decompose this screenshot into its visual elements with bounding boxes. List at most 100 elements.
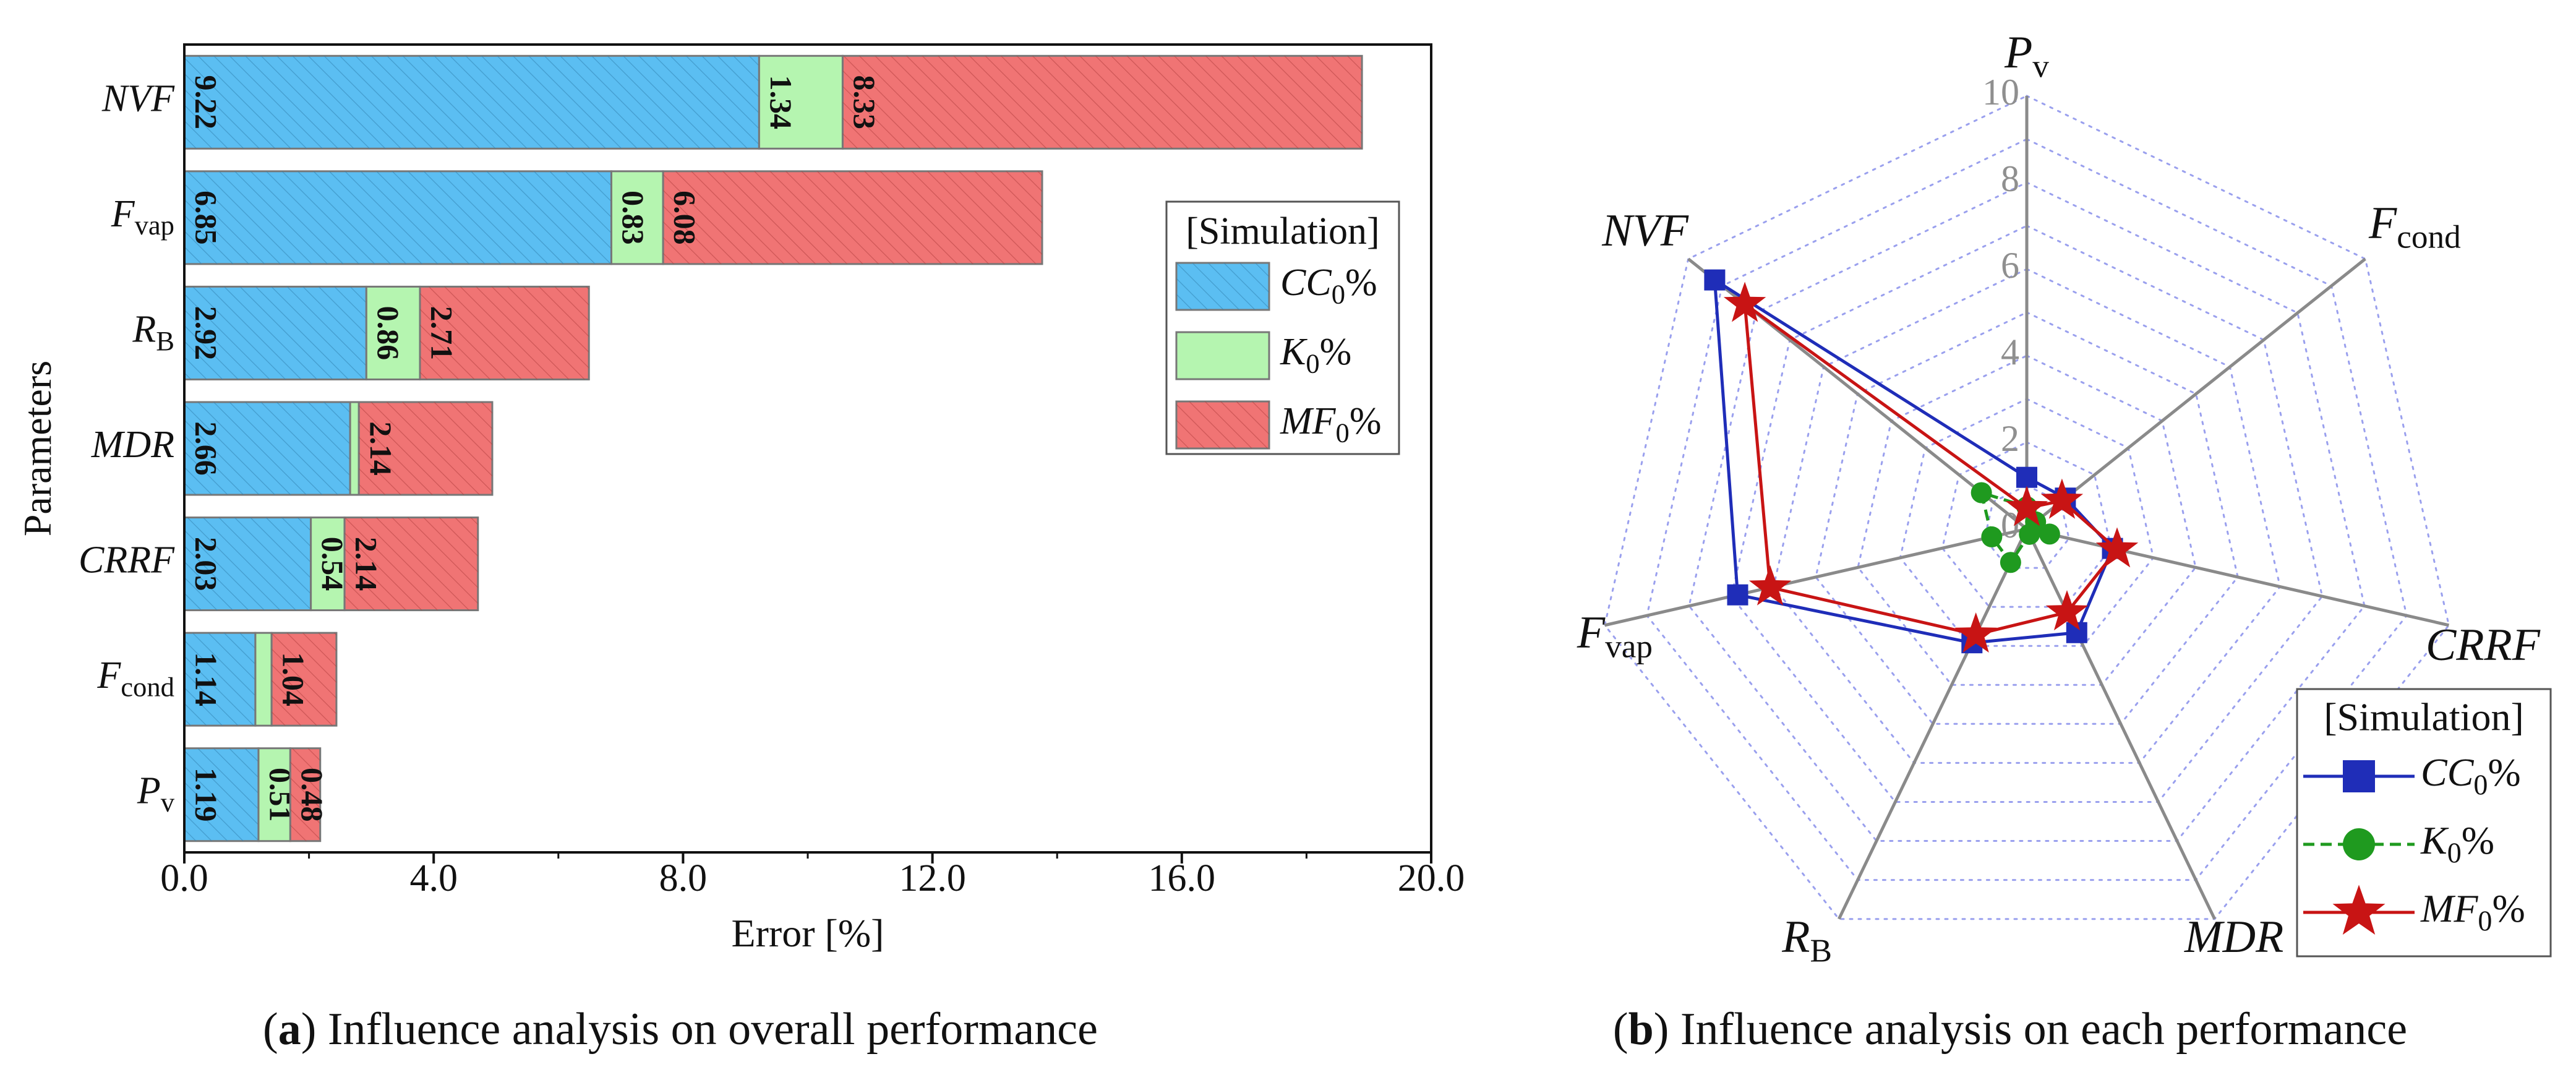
x-tick-label: 0.0 bbox=[160, 857, 208, 899]
legend-swatch-hatch bbox=[1176, 332, 1269, 379]
radar-point bbox=[2095, 527, 2139, 568]
bar-data-label: 2.14 bbox=[364, 421, 398, 476]
legend-item: MF0% bbox=[2303, 885, 2525, 936]
bar-data-label: 1.34 bbox=[764, 75, 798, 130]
category-label: MDR bbox=[91, 424, 174, 466]
x-tick-label: 16.0 bbox=[1149, 857, 1216, 899]
bar-hatch bbox=[663, 171, 1043, 264]
radar-point bbox=[2000, 552, 2021, 573]
radar-tick-label: 8 bbox=[2001, 158, 2019, 199]
radar-point bbox=[2005, 486, 2048, 526]
bar-data-label: 9.22 bbox=[189, 75, 224, 130]
radar-point bbox=[2040, 478, 2084, 519]
radar-axis-label: Fcond bbox=[2368, 198, 2461, 255]
radar-point bbox=[2343, 760, 2375, 792]
radar-spoke bbox=[2025, 528, 2216, 920]
bar-hatch bbox=[184, 517, 311, 611]
category-label: Fcond bbox=[96, 654, 174, 702]
legend-item: MF0% bbox=[1175, 400, 1382, 450]
bar-data-label: 2.92 bbox=[189, 306, 224, 361]
bar-hatch bbox=[344, 517, 478, 611]
bar-data-label: 0.48 bbox=[295, 768, 330, 822]
bar-data-label: 0.83 bbox=[616, 191, 651, 245]
bar-hatch bbox=[184, 402, 351, 495]
x-axis-title: Error [%] bbox=[732, 911, 884, 955]
radar-point bbox=[1727, 584, 1748, 606]
radar-point bbox=[1723, 281, 1766, 322]
radar-tick-label: 0 bbox=[2001, 505, 2019, 546]
radar-spoke bbox=[1838, 528, 2029, 920]
legend-swatch-hatch bbox=[1176, 263, 1269, 310]
x-tick-label: 12.0 bbox=[899, 857, 966, 899]
radar-axis-label: RB bbox=[1781, 912, 1832, 969]
radar-series bbox=[1723, 281, 2139, 653]
category-label: CRRF bbox=[79, 539, 175, 581]
bar-data-label: 2.03 bbox=[189, 537, 224, 591]
radar-tick-label: 2 bbox=[2001, 418, 2019, 459]
bar-segment bbox=[254, 632, 273, 727]
radar-tick-label: 10 bbox=[1982, 72, 2019, 113]
bar-data-label: 1.14 bbox=[189, 652, 224, 706]
bar-segment bbox=[310, 516, 346, 612]
bar-hatch bbox=[290, 748, 320, 841]
radar-point bbox=[1704, 269, 1726, 291]
radar-spoke bbox=[2026, 257, 2366, 530]
radar-point bbox=[2343, 828, 2375, 860]
radar-point bbox=[1981, 526, 2003, 547]
bar-segment bbox=[183, 54, 760, 150]
bar-segment bbox=[183, 285, 367, 380]
radar-tick-label: 4 bbox=[2001, 332, 2019, 372]
legend-label: CC0% bbox=[1280, 262, 1377, 309]
bar-segment bbox=[183, 401, 351, 496]
radar-grid-ring bbox=[1899, 398, 2155, 647]
bar-segment bbox=[183, 516, 312, 612]
legend-label: MF0% bbox=[1280, 400, 1382, 448]
bar-segment bbox=[270, 632, 338, 727]
bar-hatch bbox=[184, 286, 367, 380]
legend-item: CC0% bbox=[1175, 262, 1377, 311]
bar-segment bbox=[841, 54, 1363, 150]
bar-hatch bbox=[255, 633, 272, 726]
bar-hatch bbox=[258, 748, 291, 841]
bar-data-label: 2.14 bbox=[349, 537, 384, 591]
radar-point bbox=[1971, 482, 1992, 504]
radar-point bbox=[2016, 466, 2037, 488]
bar-hatch bbox=[184, 748, 259, 841]
bar-hatch bbox=[842, 56, 1363, 149]
bar-segment bbox=[662, 170, 1043, 265]
radar-axis-label: CRRF bbox=[2426, 620, 2541, 671]
bar-segment bbox=[610, 170, 664, 265]
bar-data-label: 0.86 bbox=[371, 306, 406, 361]
x-tick-label: 20.0 bbox=[1398, 857, 1465, 899]
captions: (a) Influence analysis on overall perfor… bbox=[263, 1004, 2407, 1055]
legend-label: CC0% bbox=[2421, 750, 2521, 800]
radar-tick-label: 6 bbox=[2001, 245, 2019, 286]
bar-segment bbox=[343, 516, 479, 612]
radar-axis-label: MDR bbox=[2184, 912, 2283, 962]
bar-segment bbox=[289, 747, 322, 842]
radar-axis-label: Fvap bbox=[1577, 607, 1653, 665]
bar-hatch bbox=[184, 56, 760, 149]
bar-hatch bbox=[184, 633, 255, 726]
x-tick-label: 8.0 bbox=[659, 857, 708, 899]
bar-chart: 9.22 1.34 8.33 NVF 6.85 0.83 6.08 Fvap 2.92 0.86 2… bbox=[15, 43, 1465, 955]
bar-hatch bbox=[272, 633, 336, 726]
bar-hatch bbox=[420, 286, 589, 380]
radar-grid-ring bbox=[1815, 311, 2239, 725]
x-tick-label: 4.0 bbox=[409, 857, 458, 899]
bar-hatch bbox=[359, 402, 492, 495]
category-label: Fvap bbox=[111, 193, 174, 241]
radar-point bbox=[1954, 612, 1997, 653]
bar-legend: [Simulation] CC0% K0% MF0% bbox=[1165, 200, 1400, 455]
legend-item: K0% bbox=[1175, 331, 1351, 380]
radar-spoke bbox=[1604, 527, 2027, 627]
radar-point bbox=[2019, 523, 2040, 545]
radar-point bbox=[2039, 523, 2060, 545]
bar-hatch bbox=[611, 171, 664, 264]
radar-grid-ring bbox=[1730, 225, 2324, 803]
bar-segment bbox=[349, 401, 360, 496]
bar-segment bbox=[419, 285, 590, 380]
legend-item: K0% bbox=[2303, 818, 2494, 868]
